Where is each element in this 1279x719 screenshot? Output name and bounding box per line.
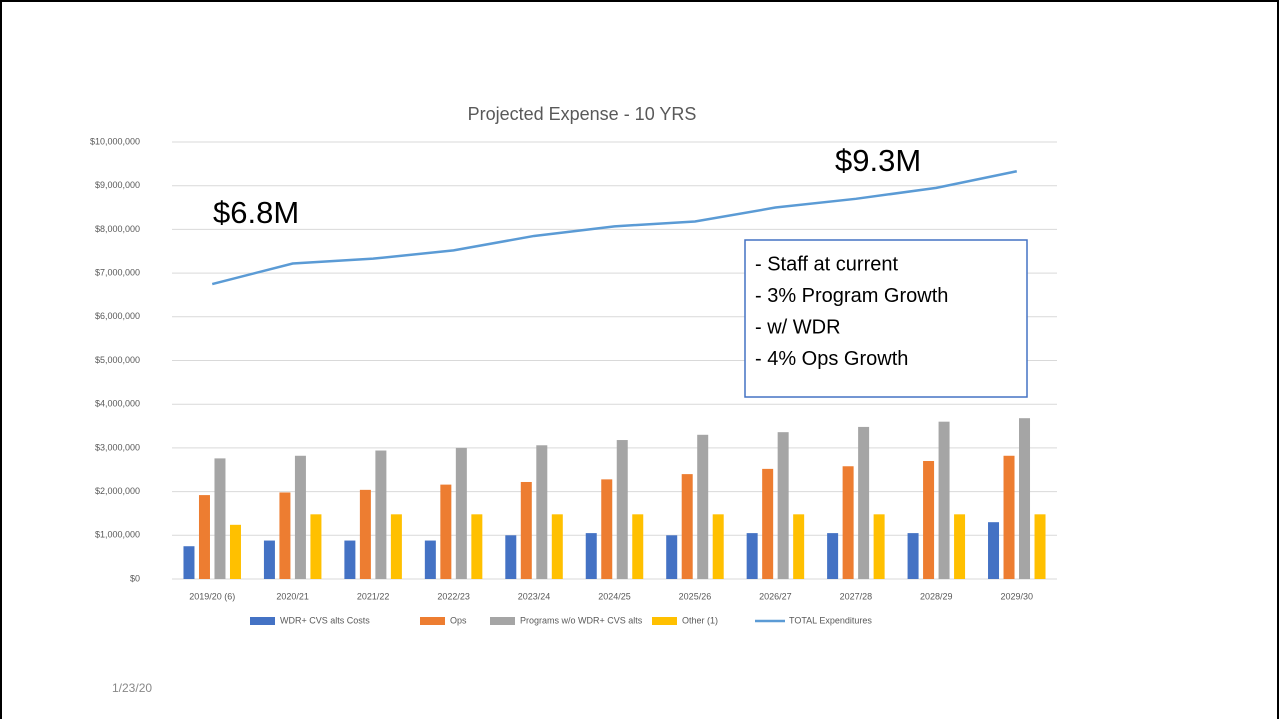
bar [746, 533, 758, 579]
legend-label: Ops [450, 615, 467, 625]
x-tick-label: 2029/30 [1000, 591, 1033, 601]
bar [471, 514, 483, 579]
legend-label: TOTAL Expenditures [789, 615, 872, 625]
annotation: $9.3M [835, 143, 921, 178]
legend-label: WDR+ CVS alts Costs [280, 615, 370, 625]
bar [601, 479, 613, 579]
bar [505, 535, 517, 579]
bar [923, 461, 935, 579]
bar [666, 535, 678, 579]
x-tick-label: 2028/29 [920, 591, 953, 601]
bar [858, 426, 870, 579]
bar [697, 434, 709, 579]
x-tick-label: 2025/26 [679, 591, 712, 601]
bar [440, 484, 452, 579]
x-tick-label: 2027/28 [840, 591, 873, 601]
bar [762, 468, 774, 579]
x-tick-label: 2023/24 [518, 591, 551, 601]
bar [585, 533, 597, 579]
bar [390, 514, 402, 579]
note-box [744, 239, 1028, 398]
bar [229, 524, 241, 579]
bar [424, 540, 436, 579]
y-tick-label: $9,000,000 [95, 180, 140, 190]
legend-label: Other (1) [682, 615, 718, 625]
bar [263, 540, 275, 579]
bar [344, 540, 356, 579]
x-tick-label: 2021/22 [357, 591, 390, 601]
bar [1019, 418, 1031, 579]
y-tick-label: $4,000,000 [95, 399, 140, 409]
legend-swatch [490, 617, 515, 625]
date: 1/23/20 [112, 681, 152, 695]
note-line: - 4% Ops Growth [755, 348, 908, 370]
legend-swatch [250, 617, 275, 625]
bar [907, 533, 919, 579]
y-tick-label: $8,000,000 [95, 224, 140, 234]
x-tick-label: 2022/23 [437, 591, 470, 601]
y-tick-label: $7,000,000 [95, 267, 140, 277]
note-line: - Staff at current [755, 253, 898, 275]
bar [520, 481, 532, 579]
bar [954, 514, 966, 579]
note-line: - 3% Program Growth [755, 285, 948, 307]
bar [359, 489, 371, 579]
bar [793, 514, 805, 579]
bar [873, 514, 885, 579]
bar [279, 492, 291, 579]
y-tick-label: $6,000,000 [95, 311, 140, 321]
y-tick-label: $2,000,000 [95, 486, 140, 496]
bar [632, 514, 644, 579]
bar [294, 455, 306, 579]
bar [616, 440, 628, 579]
bar [827, 533, 839, 579]
y-tick-label: $10,000,000 [90, 136, 140, 146]
bar [777, 432, 789, 579]
legend-label: Programs w/o WDR+ CVS alts [520, 615, 643, 625]
legend-swatch [420, 617, 445, 625]
x-tick-label: 2024/25 [598, 591, 631, 601]
y-tick-label: $0 [130, 573, 140, 583]
bar [938, 421, 950, 579]
legend-swatch [652, 617, 677, 625]
bar [183, 546, 195, 579]
bar [310, 514, 322, 579]
bar [455, 447, 467, 579]
bar [842, 466, 854, 579]
bar [375, 450, 387, 579]
bar [551, 514, 563, 579]
bar [681, 474, 693, 579]
total-line [211, 170, 1018, 286]
x-tick-label: 2026/27 [759, 591, 792, 601]
bar [988, 522, 1000, 579]
note-line: - w/ WDR [755, 316, 841, 338]
bar [214, 458, 226, 579]
chart-title: Projected Expense - 10 YRS [468, 104, 697, 124]
x-tick-label: 2020/21 [276, 591, 309, 601]
bar [712, 514, 724, 579]
bar [536, 445, 548, 579]
x-tick-label: 2019/20 (6) [189, 591, 235, 601]
bar [1003, 455, 1015, 579]
y-tick-label: $3,000,000 [95, 442, 140, 452]
bar [198, 495, 210, 579]
y-tick-label: $5,000,000 [95, 355, 140, 365]
bar [1034, 514, 1046, 579]
annotation: $6.8M [213, 195, 299, 230]
y-tick-label: $1,000,000 [95, 530, 140, 540]
